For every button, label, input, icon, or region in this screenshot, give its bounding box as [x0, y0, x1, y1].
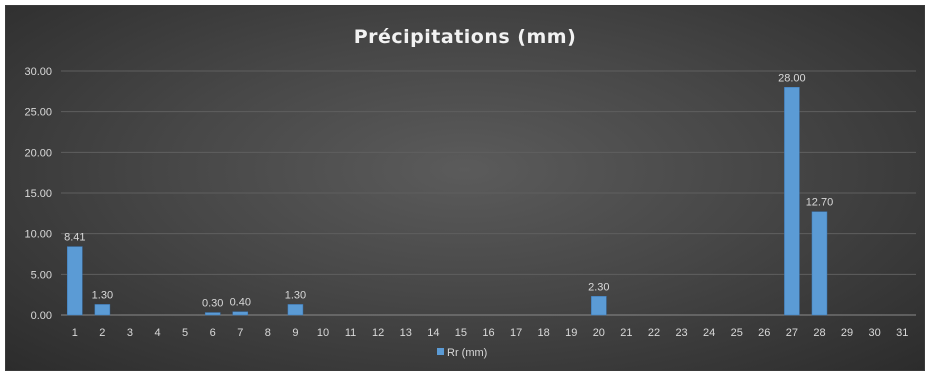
bar [94, 304, 111, 316]
x-tick-label: 30 [869, 327, 881, 339]
y-tick-label: 25.00 [24, 107, 52, 119]
x-tick-label: 13 [400, 327, 412, 339]
x-tick-label: 26 [758, 327, 770, 339]
data-label: 0.30 [202, 298, 223, 310]
x-tick-label: 22 [648, 327, 660, 339]
x-tick-label: 4 [154, 327, 160, 339]
chart-title: Précipitations (mm) [353, 26, 577, 48]
y-tick-label: 5.00 [31, 269, 52, 281]
x-tick-label: 17 [510, 327, 522, 339]
data-labels: 8.41 1.30 0.30 0.40 1.30 2.30 28.00 12.70 [64, 72, 833, 309]
x-tick-label: 15 [455, 327, 467, 339]
gridlines [61, 70, 916, 316]
data-label: 0.40 [230, 297, 251, 309]
x-tick-label: 31 [896, 327, 908, 339]
x-tick-label: 1 [72, 327, 78, 339]
y-tick-label: 30.00 [24, 66, 52, 78]
x-tick-label: 19 [565, 327, 577, 339]
y-axis-ticks: 0.00 5.00 10.00 15.00 20.00 25.00 30.00 [24, 66, 52, 322]
x-tick-label: 23 [675, 327, 687, 339]
x-tick-label: 12 [372, 327, 384, 339]
x-axis-ticks: 1 2 3 4 5 6 7 8 9 10 11 12 13 14 15 16 17 18 19 20 21 22 23 24 2… [72, 327, 909, 339]
data-label: 8.41 [64, 232, 85, 244]
x-tick-label: 27 [786, 327, 798, 339]
x-tick-label: 3 [127, 327, 133, 339]
y-tick-label: 0.00 [31, 310, 52, 322]
bar [232, 311, 249, 316]
x-tick-label: 5 [182, 327, 188, 339]
x-tick-label: 24 [703, 327, 715, 339]
x-tick-label: 8 [265, 327, 271, 339]
data-label: 1.30 [285, 289, 306, 301]
bar [67, 246, 83, 316]
y-tick-label: 15.00 [24, 188, 52, 200]
x-tick-label: 2 [99, 327, 105, 339]
x-tick-label: 18 [538, 327, 550, 339]
y-tick-label: 20.00 [24, 147, 52, 159]
bar [591, 296, 607, 316]
chart-container: Précipitations (mm) 0.00 5.00 10.00 15.00 20… [5, 5, 925, 371]
data-label: 12.70 [806, 197, 834, 209]
bar [784, 87, 800, 316]
x-tick-label: 29 [841, 327, 853, 339]
bar [204, 312, 221, 316]
bar-chart-plot: 0.00 5.00 10.00 15.00 20.00 25.00 30.00 8.41 1.… [24, 66, 916, 359]
legend-label: Rr (mm) [447, 347, 487, 359]
x-tick-label: 25 [731, 327, 743, 339]
data-label: 28.00 [778, 72, 806, 84]
x-tick-label: 21 [620, 327, 632, 339]
data-label: 2.30 [588, 281, 609, 293]
bar [811, 211, 828, 316]
bar [287, 304, 304, 316]
x-tick-label: 20 [593, 327, 605, 339]
data-label: 1.30 [92, 289, 113, 301]
x-tick-label: 16 [482, 327, 494, 339]
y-tick-label: 10.00 [24, 229, 52, 241]
legend-swatch [437, 348, 444, 355]
legend: Rr (mm) [437, 347, 487, 359]
x-tick-label: 7 [237, 327, 243, 339]
x-tick-label: 9 [292, 327, 298, 339]
bars [67, 87, 828, 316]
x-tick-label: 6 [210, 327, 216, 339]
x-tick-label: 11 [345, 327, 356, 339]
x-tick-label: 28 [813, 327, 825, 339]
x-tick-label: 10 [317, 327, 329, 339]
x-tick-label: 14 [427, 327, 439, 339]
